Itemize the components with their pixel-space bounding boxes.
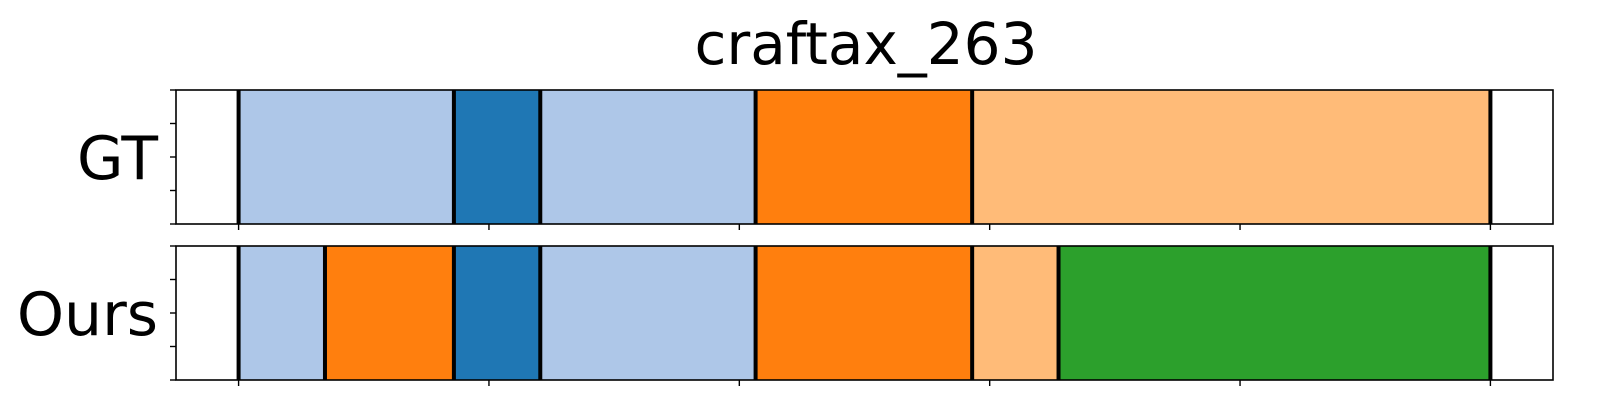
segment-ours-5 bbox=[972, 246, 1059, 380]
segment-gt-4 bbox=[972, 90, 1491, 224]
segment-ours-6 bbox=[1058, 246, 1491, 380]
segment-ours-2 bbox=[453, 246, 541, 380]
row-gt: GT bbox=[77, 89, 1554, 230]
timeline-rows: GT Ours bbox=[17, 89, 1554, 386]
chart-title: craftax_263 bbox=[695, 10, 1038, 78]
segment-gt-2 bbox=[540, 90, 756, 224]
segment-ours-4 bbox=[755, 246, 973, 380]
segment-gt-1 bbox=[453, 90, 541, 224]
segment-gt-3 bbox=[755, 90, 973, 224]
row-label-gt: GT bbox=[77, 124, 158, 194]
segment-ours-1 bbox=[324, 246, 454, 380]
row-label-ours: Ours bbox=[17, 280, 158, 350]
row-ours: Ours bbox=[17, 245, 1554, 386]
segment-gt-0 bbox=[238, 90, 454, 224]
segment-ours-3 bbox=[540, 246, 756, 380]
segment-ours-0 bbox=[238, 246, 325, 380]
